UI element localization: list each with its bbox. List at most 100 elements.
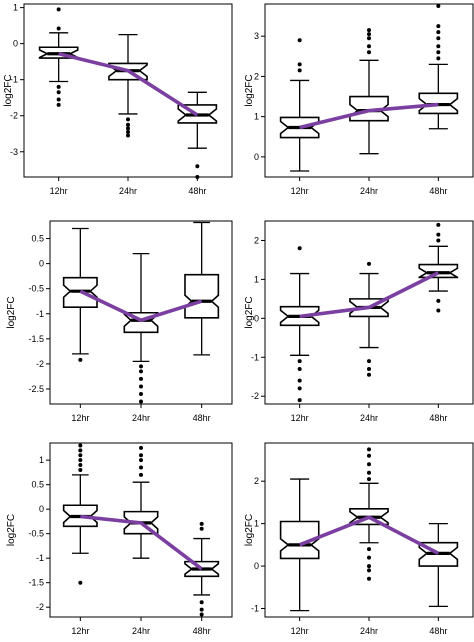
outlier-point (297, 366, 302, 371)
y-tick-label: 2 (254, 476, 259, 486)
outlier-point (139, 458, 143, 463)
outlier-point (436, 30, 441, 35)
y-tick-label: -1.5 (28, 334, 44, 344)
panel-5: 1 0.5 0 -0.5 -1 -1.5 -2 log2FC 12hr 24hr 48hr (6, 442, 233, 636)
x-tick-label: 12hr (291, 413, 309, 423)
box-12hr (62, 443, 98, 585)
outlier-point (367, 462, 371, 467)
outlier-point (199, 600, 204, 605)
box-24hr (123, 252, 159, 404)
outlier-point (436, 4, 441, 9)
outlier-point (367, 50, 371, 55)
outlier-point (367, 568, 371, 573)
y-tick-label: -2 (10, 111, 18, 121)
box-12hr (279, 478, 320, 612)
y-tick-label: 1 (254, 112, 259, 122)
outlier-point (297, 38, 302, 43)
outlier-point (367, 261, 371, 266)
x-tick-label: 48hr (193, 413, 211, 423)
box-48hr (184, 521, 220, 617)
box-24hr (123, 445, 159, 559)
outlier-point (367, 372, 371, 377)
outlier-point (56, 102, 61, 107)
outlier-point (367, 547, 371, 552)
x-tick-label: 12hr (71, 626, 89, 636)
x-tick-label: 24hr (360, 413, 378, 423)
x-tick-label: 24hr (360, 186, 378, 196)
outlier-point (78, 443, 83, 448)
y-tick-label: -2 (36, 602, 44, 612)
outlier-point (56, 26, 61, 31)
y-tick-label: 1 (39, 455, 44, 465)
outlier-point (367, 447, 371, 452)
outlier-point (139, 384, 143, 389)
y-tick-label: -1 (36, 309, 44, 319)
y-tick-label: 3 (254, 31, 259, 41)
outlier-point (367, 576, 371, 581)
outlier-point (126, 126, 130, 131)
x-tick-label: 12hr (291, 626, 309, 636)
outlier-point (297, 62, 302, 67)
outlier-point (126, 117, 130, 122)
box-12hr (279, 38, 320, 172)
box-48hr (418, 4, 459, 130)
outlier-point (367, 28, 371, 33)
outlier-point (367, 453, 371, 458)
x-tick-label: 48hr (429, 413, 447, 423)
y-axis-label: log2FC (6, 514, 17, 546)
box-24hr (349, 447, 389, 581)
y-tick-label: -2.5 (28, 384, 44, 394)
panel-6: 2 1 0 -1 log2FC 12hr 24hr 48hr (244, 442, 474, 636)
outlier-point (139, 391, 143, 396)
x-tick-label: 48hr (429, 186, 447, 196)
outlier-point (56, 84, 61, 89)
outlier-point (126, 133, 130, 138)
x-tick-label: 24hr (132, 626, 150, 636)
outlier-point (297, 398, 302, 403)
outlier-point (367, 477, 371, 482)
outlier-point (199, 526, 204, 531)
y-tick-label: 0.5 (31, 480, 44, 490)
y-tick-label: -1.5 (28, 578, 44, 588)
y-tick-label: 0 (39, 259, 44, 269)
outlier-point (297, 378, 302, 383)
panel-3: 0.5 0 -0.5 -1 -1.5 -2 -2.5 log2FC 12hr 24hr 48hr (6, 220, 233, 423)
outlier-point (436, 44, 441, 49)
outlier-point (436, 232, 441, 237)
outlier-point (436, 298, 441, 303)
outlier-point (126, 129, 130, 134)
outlier-point (78, 458, 83, 463)
outlier-point (139, 364, 143, 369)
x-tick-label: 12hr (50, 186, 68, 196)
y-axis-label: log2FC (3, 74, 14, 106)
box-body (184, 273, 220, 319)
outlier-point (436, 238, 441, 243)
outlier-point (139, 369, 143, 374)
x-tick-label: 12hr (291, 186, 309, 196)
outlier-point (199, 521, 204, 526)
outlier-point (367, 470, 371, 475)
y-axis-label: log2FC (6, 296, 17, 328)
x-tick-label: 24hr (132, 413, 150, 423)
y-tick-label: 1 (254, 274, 259, 284)
y-tick-label: -2 (36, 359, 44, 369)
box-12hr (38, 7, 79, 107)
y-tick-label: 0 (39, 504, 44, 514)
y-tick-label: 0 (254, 561, 259, 571)
outlier-point (126, 122, 130, 127)
outlier-point (195, 175, 200, 179)
outlier-point (78, 467, 83, 472)
y-tick-label: 0 (254, 152, 259, 162)
outlier-point (367, 32, 371, 37)
y-tick-label: -0.5 (28, 529, 44, 539)
outlier-point (78, 357, 83, 362)
y-tick-label: 0.5 (31, 234, 44, 244)
y-tick-label: 2 (254, 235, 259, 245)
outlier-point (139, 445, 143, 450)
outlier-point (367, 366, 371, 371)
box-body (279, 520, 320, 560)
x-tick-label: 24hr (360, 626, 378, 636)
outlier-point (139, 453, 143, 458)
outlier-point (56, 7, 61, 12)
x-tick-label: 48hr (188, 186, 206, 196)
